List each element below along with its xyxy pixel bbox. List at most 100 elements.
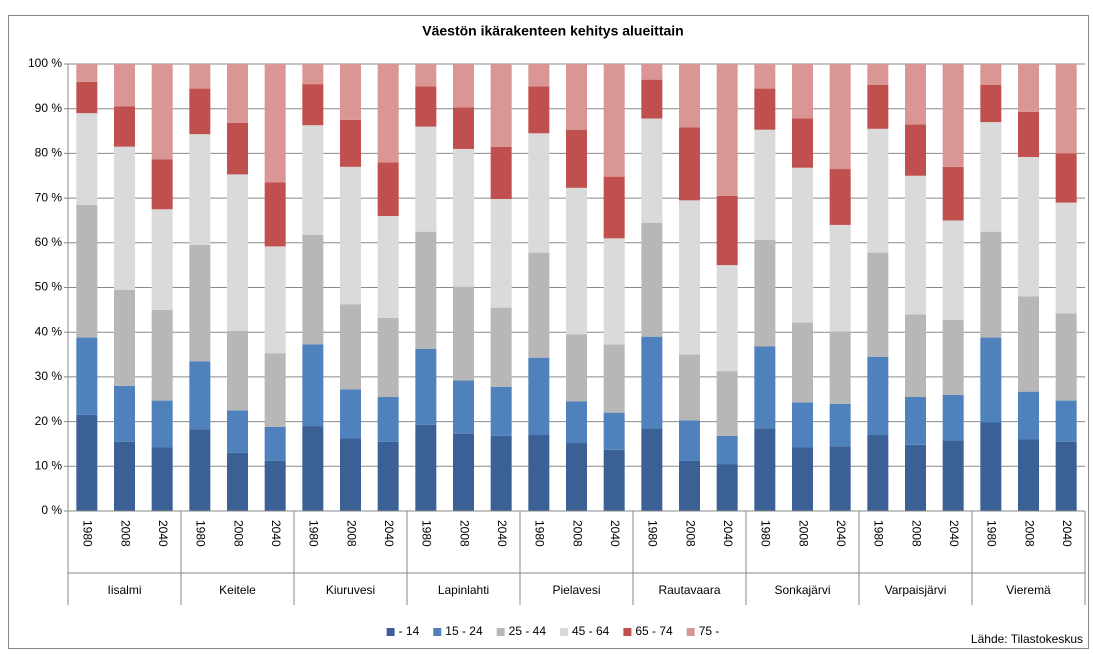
- bar-segment: [792, 322, 813, 403]
- y-tick-label: 10 %: [35, 458, 63, 472]
- x-tick-label: 2040: [721, 520, 735, 547]
- bar-segment: [490, 386, 512, 436]
- bar-segment: [227, 452, 248, 511]
- bar-segment: [603, 64, 625, 177]
- bar-segment: [942, 319, 964, 395]
- bar-segment: [302, 234, 324, 345]
- bar-segment: [1055, 441, 1077, 511]
- bar-segment: [792, 167, 813, 323]
- bar-segment: [264, 64, 286, 183]
- bar-segment: [151, 309, 173, 401]
- group-label: Sonkajärvi: [774, 583, 830, 597]
- bar-segment: [905, 175, 926, 315]
- x-tick-label: 2008: [118, 520, 132, 547]
- bar-segment: [528, 86, 550, 134]
- bar-segment: [227, 64, 248, 124]
- bar-segment: [942, 440, 964, 511]
- bar-segment: [76, 113, 98, 205]
- legend-label: 75 -: [699, 624, 720, 638]
- bar-segment: [1055, 64, 1077, 154]
- bar-segment: [528, 252, 550, 358]
- bar-segment: [189, 88, 211, 135]
- bar-segment: [679, 200, 700, 355]
- bar-segment: [754, 346, 776, 429]
- bar-segment: [340, 438, 361, 511]
- bar-segment: [905, 314, 926, 398]
- x-tick-label: 2008: [1022, 520, 1036, 547]
- bar-segment: [980, 337, 1002, 423]
- bar-segment: [227, 123, 248, 175]
- bar-segment: [641, 428, 663, 511]
- y-tick-label: 30 %: [35, 369, 63, 383]
- y-tick-label: 70 %: [35, 190, 63, 204]
- bar-segment: [453, 286, 474, 381]
- bar-segment: [1055, 400, 1077, 442]
- bar-segment: [490, 64, 512, 147]
- bar-segment: [151, 447, 173, 511]
- bar-segment: [415, 348, 437, 425]
- bar-segment: [942, 64, 964, 167]
- bar-segment: [754, 88, 776, 130]
- bar-segment: [151, 159, 173, 210]
- bar-segment: [792, 402, 813, 448]
- group-label: Lapinlahti: [438, 583, 489, 597]
- bar-segment: [867, 128, 889, 253]
- bar-segment: [453, 148, 474, 287]
- bar-segment: [754, 428, 776, 511]
- bar-segment: [377, 215, 399, 318]
- y-tick-label: 0 %: [41, 503, 62, 517]
- y-tick-label: 60 %: [35, 235, 63, 249]
- bar-segment: [792, 118, 813, 168]
- bar-segment: [189, 429, 211, 511]
- legend: - 14 15 - 24 25 - 44 45 - 64 65 - 74 75 -: [386, 624, 720, 638]
- x-tick-label: 1980: [759, 520, 773, 547]
- y-tick-label: 20 %: [35, 414, 63, 428]
- bar-segment: [302, 426, 324, 511]
- bar-segment: [528, 435, 550, 511]
- bar-segment: [1018, 391, 1039, 440]
- bar-segment: [151, 64, 173, 160]
- chart-title: Väestön ikärakenteen kehitys alueittain: [422, 23, 683, 39]
- bar-segment: [603, 449, 625, 511]
- bar-segment: [754, 64, 776, 89]
- x-tick-label: 2008: [344, 520, 358, 547]
- x-tick-label: 2040: [156, 520, 170, 547]
- bar-segment: [340, 304, 361, 390]
- bar-segment: [641, 79, 663, 119]
- bar-segment: [679, 354, 700, 421]
- bar-segment: [566, 187, 587, 335]
- bar-segment: [340, 166, 361, 305]
- bar-segment: [76, 204, 98, 338]
- bar-segment: [980, 122, 1002, 232]
- group-label: Vieremä: [1006, 583, 1051, 597]
- legend-label: - 14: [399, 624, 420, 638]
- group-label: Pielavesi: [552, 583, 600, 597]
- bar-segment: [829, 224, 851, 332]
- bar-segment: [264, 460, 286, 511]
- bar-segment: [377, 397, 399, 442]
- bar-segment: [980, 422, 1002, 511]
- bar-segment: [754, 129, 776, 240]
- legend-label: 15 - 24: [445, 624, 483, 638]
- y-tick-label: 90 %: [35, 101, 63, 115]
- bar-segment: [792, 447, 813, 511]
- bar-segment: [302, 344, 324, 427]
- bar-segment: [1055, 202, 1077, 314]
- bar-segment: [641, 64, 663, 80]
- bar-segment: [603, 176, 625, 239]
- bar-segment: [716, 464, 738, 511]
- x-tick-label: 2008: [457, 520, 471, 547]
- bar-segment: [566, 129, 587, 188]
- y-tick-label: 40 %: [35, 324, 63, 338]
- bar-segment: [867, 64, 889, 86]
- bar-segment: [151, 209, 173, 310]
- bar-segment: [1018, 439, 1039, 511]
- legend-label: 25 - 44: [509, 624, 547, 638]
- legend-swatch: [433, 628, 442, 636]
- bar-segment: [980, 64, 1002, 86]
- group-label: Rautavaara: [658, 583, 720, 597]
- bar-segment: [867, 356, 889, 436]
- group-label: Kiuruvesi: [326, 583, 375, 597]
- x-tick-label: 1980: [420, 520, 434, 547]
